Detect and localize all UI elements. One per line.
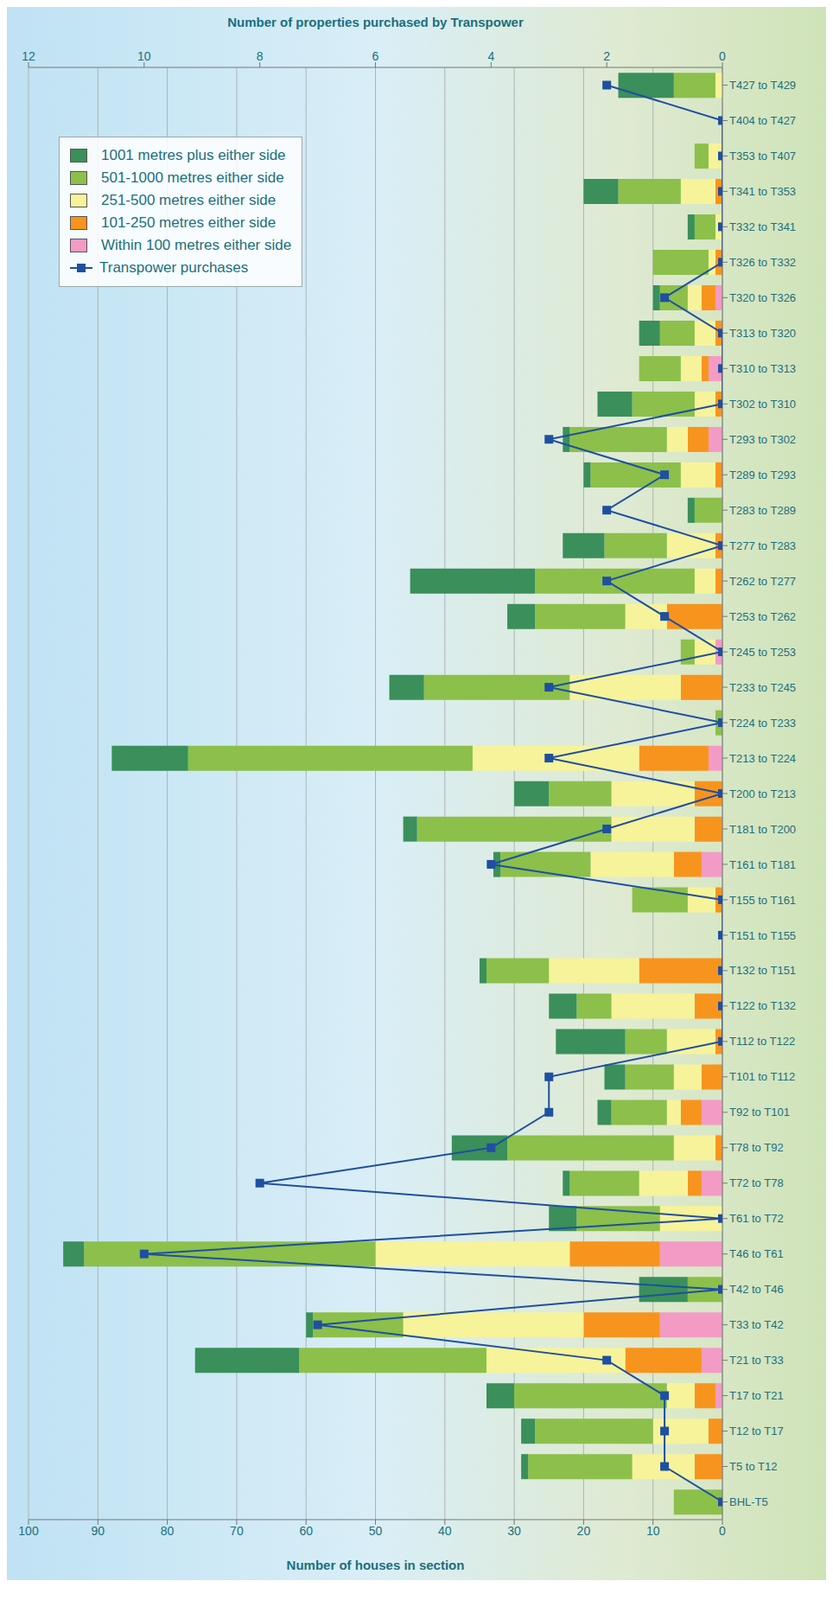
svg-text:T132 to T151: T132 to T151	[729, 963, 796, 977]
svg-text:T181 to T200: T181 to T200	[729, 822, 796, 836]
svg-text:T262 to T277: T262 to T277	[729, 574, 796, 588]
svg-text:T224 to T233: T224 to T233	[729, 716, 796, 730]
svg-text:80: 80	[160, 1523, 175, 1538]
svg-text:T245 to T253: T245 to T253	[729, 645, 796, 659]
svg-text:T289 to T293: T289 to T293	[729, 468, 796, 482]
svg-text:T46 to T61: T46 to T61	[729, 1246, 784, 1260]
svg-text:50: 50	[368, 1523, 383, 1538]
svg-text:Number of houses in section: Number of houses in section	[286, 1557, 465, 1572]
svg-text:T302 to T310: T302 to T310	[729, 397, 796, 411]
svg-text:2: 2	[603, 49, 611, 64]
svg-text:4: 4	[487, 49, 495, 64]
svg-text:T326 to T332: T326 to T332	[729, 255, 796, 269]
svg-text:T122 to T132: T122 to T132	[729, 998, 796, 1012]
svg-text:20: 20	[577, 1523, 592, 1538]
svg-text:60: 60	[298, 1523, 313, 1538]
svg-text:T5 to T12: T5 to T12	[729, 1459, 777, 1473]
svg-text:70: 70	[229, 1523, 244, 1538]
svg-text:10: 10	[646, 1523, 661, 1538]
svg-text:T213 to T224: T213 to T224	[729, 751, 796, 765]
svg-text:T233 to T245: T233 to T245	[729, 680, 796, 694]
html-text:1001 metres plus either side: 1001 metres plus either side	[101, 146, 286, 164]
svg-text:T112 to T122: T112 to T122	[729, 1034, 795, 1048]
svg-text:T12 to T17: T12 to T17	[729, 1424, 784, 1438]
svg-text:90: 90	[91, 1523, 106, 1538]
svg-text:T332 to T341: T332 to T341	[729, 220, 796, 234]
svg-text:T78 to T92: T78 to T92	[729, 1140, 784, 1154]
svg-text:6: 6	[372, 49, 380, 64]
svg-text:T72 to T78: T72 to T78	[729, 1176, 784, 1190]
svg-text:100: 100	[18, 1523, 39, 1538]
svg-text:T283 to T289: T283 to T289	[729, 503, 796, 517]
svg-text:T92 to T101: T92 to T101	[729, 1105, 790, 1119]
svg-text:T17 to T21: T17 to T21	[729, 1388, 784, 1402]
svg-text:T293 to T302: T293 to T302	[729, 432, 796, 446]
svg-text:T341 to T353: T341 to T353	[729, 184, 796, 198]
svg-text:T404 to T427: T404 to T427	[729, 114, 796, 128]
svg-text:40: 40	[438, 1523, 452, 1538]
html-text:101-250 metres either side: 101-250 metres either side	[101, 214, 276, 231]
svg-text:T33 to T42: T33 to T42	[729, 1317, 784, 1331]
svg-text:T21 to T33: T21 to T33	[729, 1353, 784, 1367]
svg-text:0: 0	[718, 49, 726, 64]
svg-text:T320 to T326: T320 to T326	[729, 291, 796, 305]
svg-text:10: 10	[137, 49, 152, 64]
svg-text:T353 to T407: T353 to T407	[729, 149, 796, 163]
svg-text:T200 to T213: T200 to T213	[729, 787, 796, 801]
svg-text:T313 to T320: T313 to T320	[729, 326, 796, 340]
svg-text:8: 8	[256, 49, 264, 64]
svg-text:T310 to T313: T310 to T313	[729, 362, 796, 376]
svg-text:T155 to T161: T155 to T161	[729, 893, 796, 907]
svg-text:0: 0	[718, 1523, 726, 1538]
svg-text:T277 to T283: T277 to T283	[729, 539, 796, 553]
svg-text:T101 to T112: T101 to T112	[729, 1069, 795, 1083]
svg-text:12: 12	[21, 49, 36, 64]
svg-text:T161 to T181: T161 to T181	[729, 858, 796, 872]
svg-text:30: 30	[507, 1523, 522, 1538]
svg-text:T253 to T262: T253 to T262	[729, 610, 796, 624]
svg-text:BHL-T5: BHL-T5	[729, 1494, 769, 1508]
html-text:501-1000 metres either side: 501-1000 metres either side	[101, 169, 285, 186]
html-text:Within 100 metres either side: Within 100 metres either side	[101, 236, 292, 254]
svg-text:Number of properties purchased: Number of properties purchased by Transp…	[227, 14, 524, 30]
html-text:Transpower purchases: Transpower purchases	[99, 259, 249, 276]
html-text:251-500 metres either side: 251-500 metres either side	[101, 191, 276, 209]
svg-text:T61 to T72: T61 to T72	[729, 1211, 784, 1225]
svg-text:T151 to T155: T151 to T155	[729, 928, 796, 942]
svg-text:T42 to T46: T42 to T46	[729, 1282, 784, 1296]
svg-text:T427 to T429: T427 to T429	[729, 78, 796, 92]
